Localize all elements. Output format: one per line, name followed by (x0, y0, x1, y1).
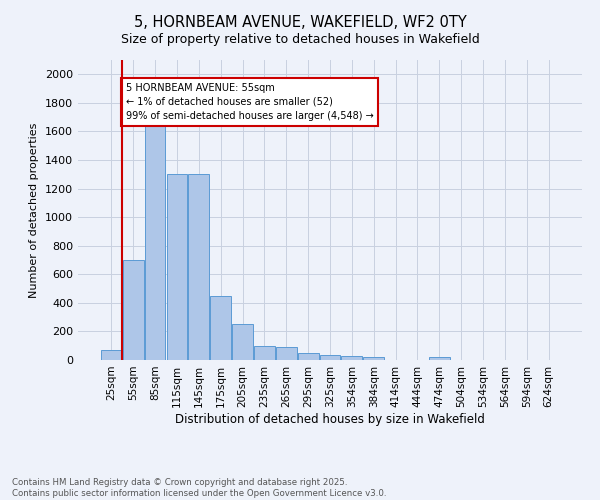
Bar (145, 126, 166, 360)
Bar (232, 324, 253, 360)
X-axis label: Distribution of detached houses by size in Wakefield: Distribution of detached houses by size … (175, 412, 485, 426)
Bar (101, 350, 122, 360)
Bar (364, 357, 384, 360)
Y-axis label: Number of detached properties: Number of detached properties (29, 122, 40, 298)
Text: Contains HM Land Registry data © Crown copyright and database right 2025.
Contai: Contains HM Land Registry data © Crown c… (12, 478, 386, 498)
Bar (298, 353, 319, 360)
Bar (320, 355, 340, 360)
Bar (188, 174, 209, 360)
Text: 5 HORNBEAM AVENUE: 55sqm
← 1% of detached houses are smaller (52)
99% of semi-de: 5 HORNBEAM AVENUE: 55sqm ← 1% of detache… (125, 83, 373, 121)
Bar (123, 260, 143, 360)
Bar (429, 357, 450, 360)
Bar (210, 296, 231, 360)
Bar (276, 347, 296, 360)
Bar (254, 346, 275, 360)
Text: 5, HORNBEAM AVENUE, WAKEFIELD, WF2 0TY: 5, HORNBEAM AVENUE, WAKEFIELD, WF2 0TY (134, 15, 466, 30)
Text: Size of property relative to detached houses in Wakefield: Size of property relative to detached ho… (121, 32, 479, 46)
Bar (167, 174, 187, 360)
Bar (341, 356, 362, 360)
